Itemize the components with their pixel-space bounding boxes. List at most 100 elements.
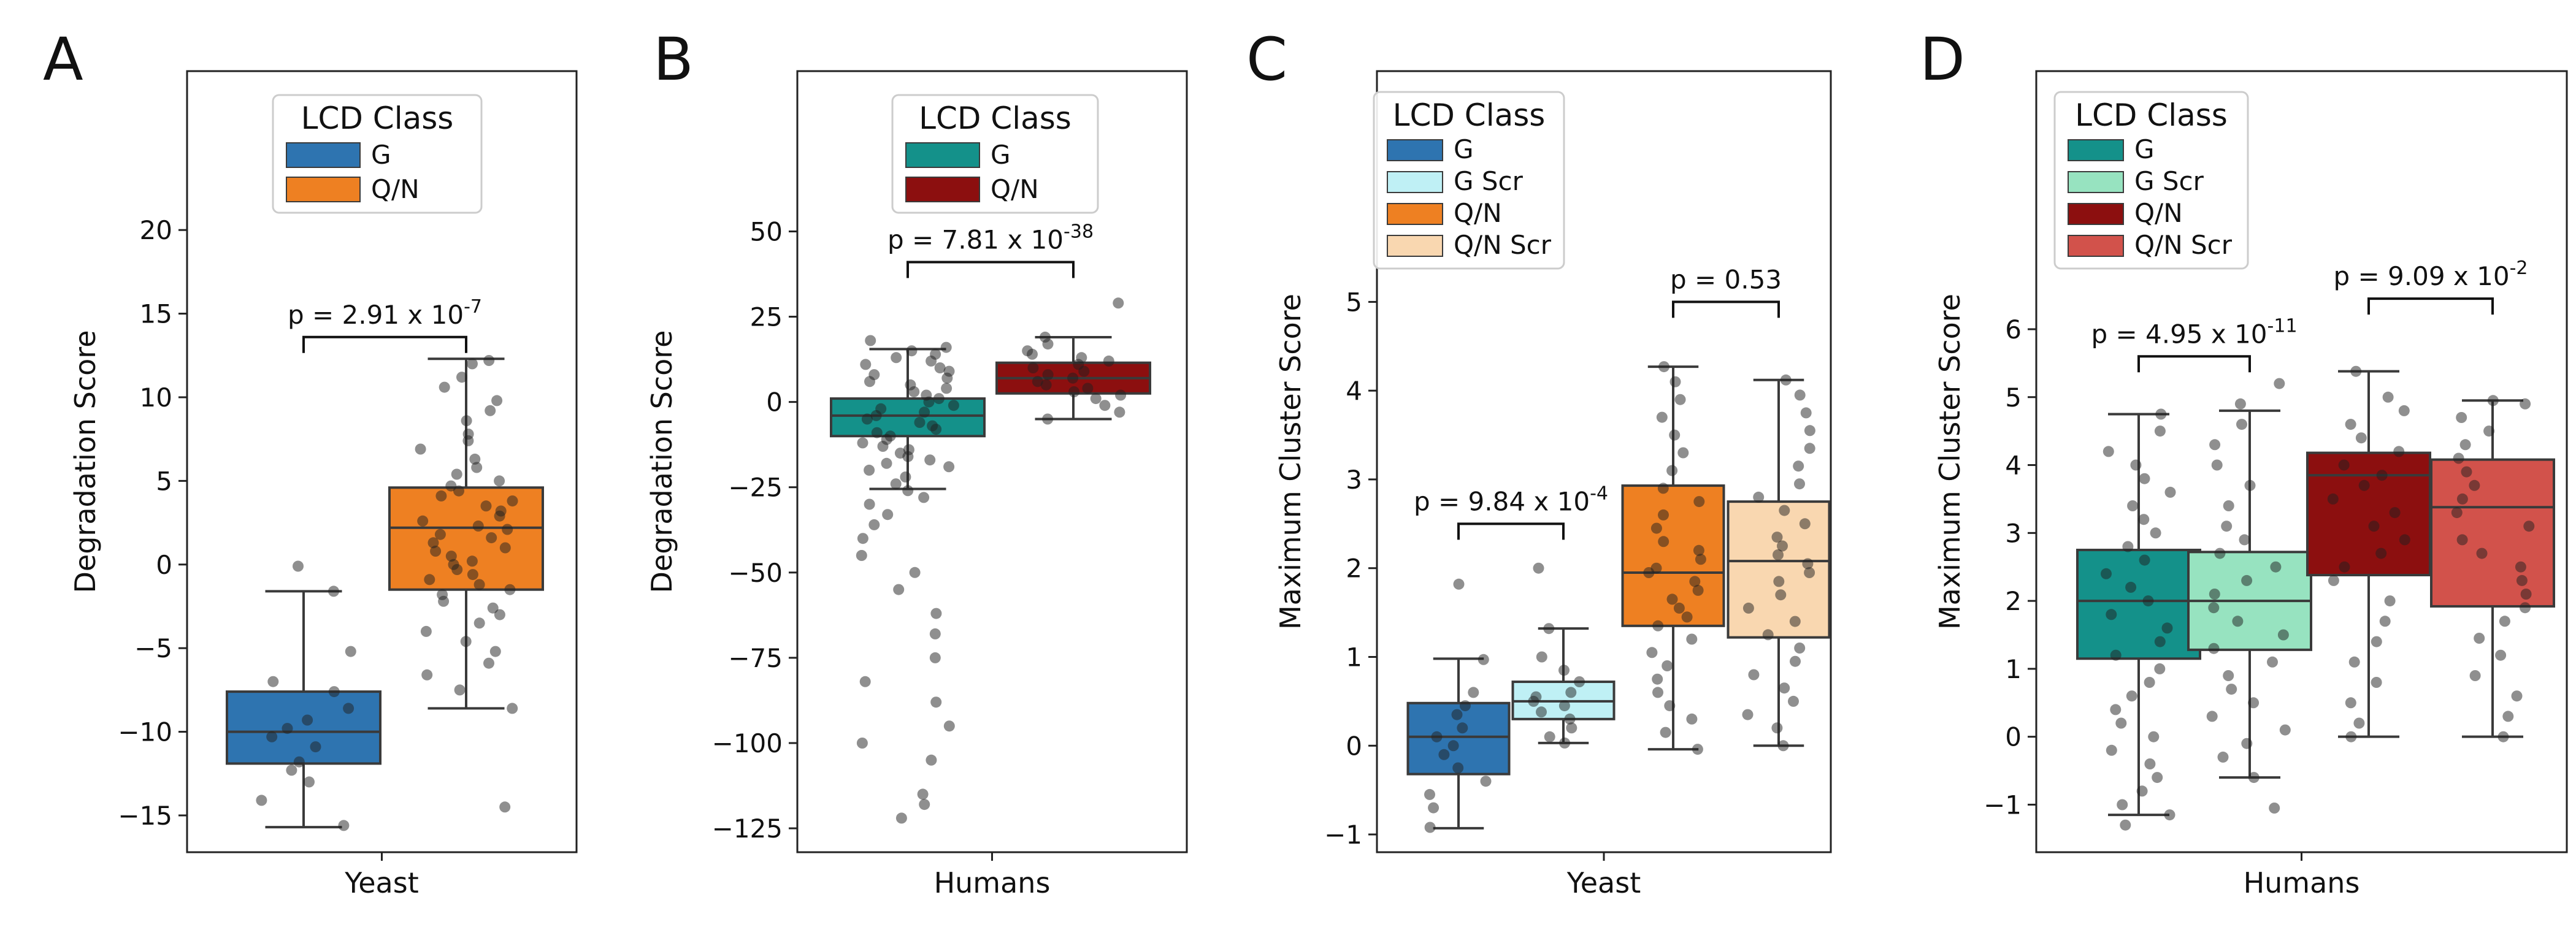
data-point [502,524,513,535]
data-point [1686,633,1698,645]
data-point [856,550,867,561]
p-value-exponent: -2 [2510,258,2528,279]
data-point [943,720,955,732]
data-point [1468,687,1479,698]
data-point [471,462,483,473]
data-point [2139,473,2150,484]
data-point [2456,534,2468,546]
p-value-text: p = 4.95 x 10 [2091,319,2267,349]
data-point [1771,532,1783,543]
legend-label: G [991,140,1011,170]
legend-label: G Scr [1454,166,1524,196]
data-point [2232,616,2244,627]
data-point [2355,432,2367,444]
data-point [1666,593,1678,605]
data-point [2226,684,2237,695]
data-point [1566,722,1577,734]
data-point [310,741,321,753]
data-point [1689,576,1701,587]
data-point [2154,636,2166,647]
data-point [1459,700,1471,712]
data-point [861,413,873,425]
data-point [2376,470,2388,481]
legend-label: G [2134,134,2155,164]
data-point [1669,429,1681,441]
data-point [427,537,439,549]
y-tick-label: 10 [140,383,172,413]
legend-swatch [1387,235,1443,257]
data-point [891,352,902,364]
data-point [2142,595,2154,607]
data-point [1779,505,1790,516]
data-point [1695,554,1706,565]
data-point [2248,697,2260,709]
data-point [1662,660,1673,671]
y-tick-label: 2 [2005,586,2022,616]
data-point [2516,574,2528,586]
data-point [1565,687,1577,698]
y-tick-label: −125 [712,814,783,844]
data-point [2101,568,2112,579]
data-point [491,395,503,406]
data-point [941,383,953,394]
legend-label: Q/N [991,174,1039,204]
panel-letter: C [1246,25,1287,94]
data-point [473,579,485,590]
data-point [2453,452,2464,464]
data-point [882,509,894,521]
box [2076,549,2201,660]
data-point [2103,446,2114,457]
data-point [485,405,496,416]
data-point [1669,376,1681,387]
data-point [1780,374,1792,386]
data-point [1793,460,1804,472]
data-point [856,738,868,749]
y-tick-label: −10 [118,717,172,747]
data-point [1453,578,1465,590]
y-tick-label: −25 [728,473,783,503]
data-point [2279,724,2291,736]
data-point [943,461,955,473]
data-point [919,799,930,811]
data-point [864,498,875,510]
data-point [926,355,937,367]
legend-label: Q/N [371,174,420,204]
legend-label: G [371,140,391,170]
data-point [2239,534,2250,546]
data-point [871,427,883,438]
box [388,486,544,591]
data-point [877,441,889,452]
y-axis-label: Degradation Score [69,330,102,593]
data-point [2483,425,2495,437]
y-tick-label: 2 [1346,554,1362,584]
data-point [2338,459,2350,471]
data-point [1558,665,1570,676]
panel-letter: B [653,25,694,94]
data-point [2277,629,2289,641]
y-tick-label: −1 [1324,820,1362,850]
data-point [1431,731,1443,742]
data-point [1068,386,1080,397]
data-point [2368,521,2380,532]
data-point [483,355,495,366]
y-tick-label: 0 [1346,731,1362,761]
data-point [2497,731,2509,742]
data-point [2117,799,2128,811]
data-point [1652,673,1663,685]
bracket-line [2367,297,2494,315]
series-g-scr [1511,562,1616,749]
data-point [2110,649,2122,661]
y-tick-label: 5 [156,466,172,496]
y-tick-label: 4 [1346,376,1362,406]
data-point [2327,493,2339,505]
box [1621,484,1725,627]
data-point [1424,822,1436,833]
data-point [1804,443,1815,454]
bracket-line [1672,300,1780,318]
y-tick-label: −75 [728,643,783,673]
data-point [1032,376,1043,387]
data-point [1652,620,1664,631]
data-point [2150,527,2161,539]
data-point [1773,576,1785,587]
